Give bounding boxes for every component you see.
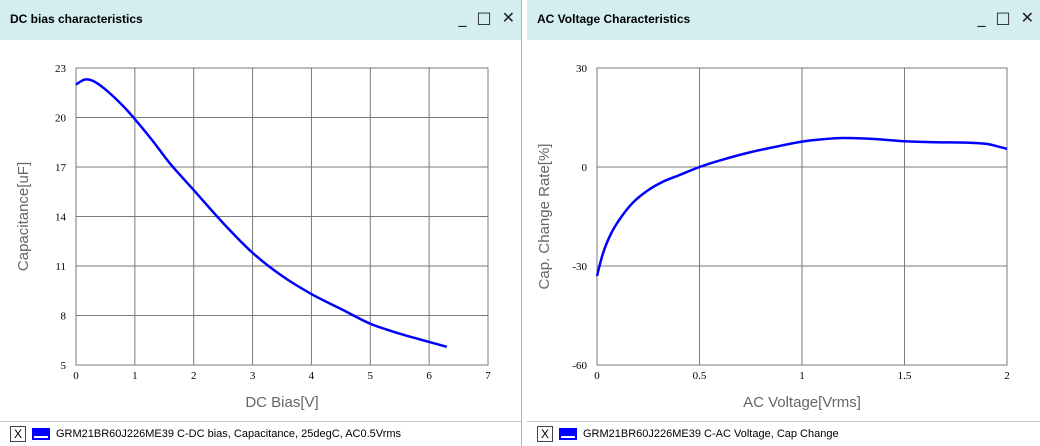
x-tick-label: 5	[368, 370, 374, 382]
x-tick-label: 0	[594, 370, 600, 382]
x-axis-label: AC Voltage[Vrms]	[743, 394, 861, 411]
x-tick-label: 0.5	[693, 370, 707, 382]
dc-bias-legend: X GRM21BR60J226ME39 C-DC bias, Capacitan…	[0, 421, 521, 446]
y-tick-label: 14	[55, 212, 67, 224]
x-tick-label: 1	[132, 370, 138, 382]
y-axis-label: Capacitance[uF]	[15, 162, 32, 271]
minimize-button[interactable]: _	[977, 8, 986, 27]
dc-bias-titlebar: DC bias characteristics _ □ ✕	[0, 0, 521, 40]
close-button[interactable]: ✕	[1020, 8, 1034, 27]
series-line	[75, 78, 448, 349]
legend-remove-button[interactable]: X	[537, 426, 553, 442]
dc-bias-window-controls: _ □ ✕	[458, 8, 515, 27]
close-button[interactable]: ✕	[501, 8, 515, 27]
y-tick-label: 11	[55, 261, 66, 273]
y-tick-label: 8	[61, 311, 67, 323]
ac-voltage-chart: 0 0.5 1 1.5 2 -60 -30 0 30 AC Voltage[Vrms] Cap. C…	[536, 63, 1010, 411]
x-axis-label: DC Bias[V]	[245, 394, 318, 411]
y-tick-label: 20	[55, 113, 67, 125]
maximize-button[interactable]: □	[476, 8, 492, 27]
ac-voltage-title: AC Voltage Characteristics	[537, 12, 691, 26]
y-tick-label: -30	[572, 261, 587, 273]
ac-voltage-window: AC Voltage Characteristics _ □ ✕ 0 0.5 1 1.…	[527, 0, 1040, 446]
x-tick-label: 1	[799, 370, 805, 382]
legend-remove-button[interactable]: X	[10, 426, 26, 442]
y-tick-label: 23	[55, 63, 67, 75]
legend-text: GRM21BR60J226ME39 C-AC Voltage, Cap Chan…	[583, 428, 839, 440]
minimize-button[interactable]: _	[458, 8, 467, 27]
x-tick-label: 3	[250, 370, 256, 382]
x-tick-label: 2	[1004, 370, 1010, 382]
x-tick-label: 7	[485, 370, 491, 382]
y-tick-label: 5	[61, 360, 67, 372]
maximize-button[interactable]: □	[995, 8, 1011, 27]
x-tick-label: 2	[191, 370, 197, 382]
y-axis-label: Cap. Change Rate[%]	[536, 144, 553, 290]
y-tick-label: -60	[572, 360, 587, 372]
x-tick-label: 1.5	[898, 370, 912, 382]
y-tick-label: 30	[576, 63, 588, 75]
ac-voltage-legend: X GRM21BR60J226ME39 C-AC Voltage, Cap Ch…	[527, 421, 1040, 446]
legend-color-swatch[interactable]	[32, 428, 50, 440]
x-tick-label: 0	[73, 370, 79, 382]
ac-voltage-titlebar: AC Voltage Characteristics _ □ ✕	[527, 0, 1040, 40]
x-tick-label: 6	[426, 370, 432, 382]
y-tick-label: 17	[55, 162, 67, 174]
legend-color-swatch[interactable]	[559, 428, 577, 440]
dc-bias-title: DC bias characteristics	[10, 12, 143, 26]
ac-voltage-window-controls: _ □ ✕	[977, 8, 1034, 27]
x-tick-label: 4	[309, 370, 315, 382]
series-line	[595, 136, 1008, 277]
legend-text: GRM21BR60J226ME39 C-DC bias, Capacitance…	[56, 428, 402, 440]
y-tick-label: 0	[582, 162, 588, 174]
